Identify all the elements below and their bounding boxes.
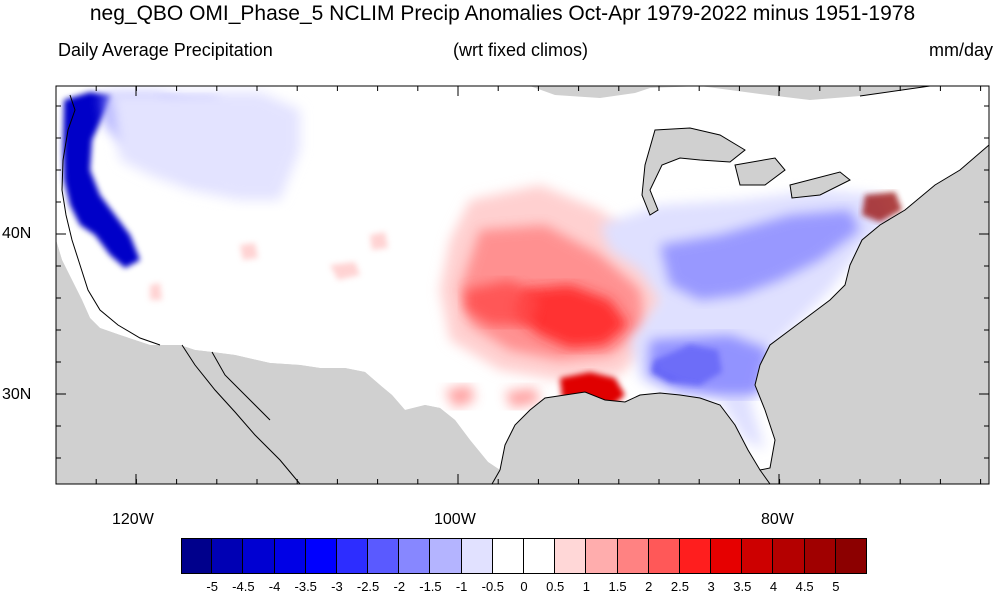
colorbar-swatch	[274, 538, 306, 574]
mexico-coastline	[491, 469, 771, 484]
baja-outline	[181, 344, 301, 484]
colorbar-swatch	[804, 538, 836, 574]
units-label: mm/day	[928, 40, 993, 60]
lon-label-120w: 120W	[112, 511, 154, 528]
colorbar-label: -5	[206, 579, 218, 594]
colorbar-label: -0.5	[481, 579, 505, 594]
colorbar-label: -3	[331, 579, 343, 594]
colorbar	[181, 538, 867, 574]
center-subtitle: (wrt fixed climos)	[452, 40, 588, 60]
map-title: neg_QBO OMI_Phase_5 NCLIM Precip Anomali…	[89, 2, 916, 25]
colorbar-swatch	[212, 538, 244, 574]
colorbar-swatch	[711, 538, 743, 574]
colorbar-label: -3.5	[294, 579, 317, 594]
colorbar-swatch	[399, 538, 431, 574]
atlantic-ocean	[755, 145, 989, 484]
colorbar-label: -2.5	[356, 579, 380, 594]
lat-label-40n: 40N	[2, 225, 32, 242]
colorbar-label: 2.5	[670, 579, 689, 594]
colorbar-label: -1.5	[419, 579, 442, 594]
anomaly-oklahoma	[465, 280, 540, 325]
left-subtitle: Daily Average Precipitation	[58, 40, 273, 60]
colorbar-label: 4.5	[795, 579, 814, 594]
plot-frame	[55, 85, 990, 485]
lon-label-80w: 80W	[761, 511, 794, 528]
colorbar-label: 1	[582, 579, 590, 594]
colorbar-label: 5	[832, 579, 840, 594]
colorbar-swatch	[524, 538, 556, 574]
anomaly-texas-coast	[445, 385, 540, 408]
great-lakes	[641, 127, 851, 216]
colorbar-label: 2	[645, 579, 653, 594]
colorbar-frame	[181, 538, 867, 574]
colorbar-swatch	[492, 538, 524, 574]
colorbar-swatch	[586, 538, 618, 574]
colorbar-swatch	[648, 538, 680, 574]
colorbar-swatch	[336, 538, 369, 574]
colorbar-swatch	[243, 538, 275, 574]
colorbar-label: 3.5	[733, 579, 752, 594]
anomaly-northwest-pale	[110, 92, 300, 200]
colorbar-swatch	[742, 538, 774, 574]
colorbar-label: -4.5	[232, 579, 255, 594]
anomaly-southeast-mid	[648, 335, 770, 395]
colorbar-swatch	[835, 538, 867, 574]
anomaly-ohio-valley	[660, 210, 860, 300]
us-coastline	[61, 86, 989, 471]
anomaly-northeast	[862, 192, 902, 222]
colorbar-label: 0.5	[546, 579, 565, 594]
colorbar-swatch	[617, 538, 649, 574]
colorbar-swatch	[368, 538, 400, 574]
lon-label-100w: 100W	[434, 511, 476, 528]
axis-ticks	[55, 86, 989, 484]
anomaly-southwest-speckles	[150, 232, 388, 300]
anomaly-west-coast	[63, 92, 140, 268]
colorbar-swatch	[773, 538, 805, 574]
colorbar-swatch	[181, 538, 213, 574]
colorbar-label: 3	[707, 579, 715, 594]
colorbar-swatch	[555, 538, 587, 574]
colorbar-label: -2	[393, 579, 406, 594]
colorbar-label: 0	[520, 579, 528, 594]
colorbar-label: -1	[455, 579, 468, 594]
colorbar-label: -4	[268, 579, 281, 594]
lat-label-30n: 30N	[2, 386, 32, 403]
colorbar-label: 4	[769, 579, 778, 594]
colorbar-swatch	[461, 538, 493, 574]
colorbar-swatch	[430, 538, 462, 574]
colorbar-swatch	[305, 538, 337, 574]
gulf-mexico	[56, 240, 765, 484]
anomaly-central-plains-core	[515, 285, 628, 348]
colorbar-label: 1.5	[608, 579, 627, 594]
colorbar-swatch	[679, 538, 712, 574]
